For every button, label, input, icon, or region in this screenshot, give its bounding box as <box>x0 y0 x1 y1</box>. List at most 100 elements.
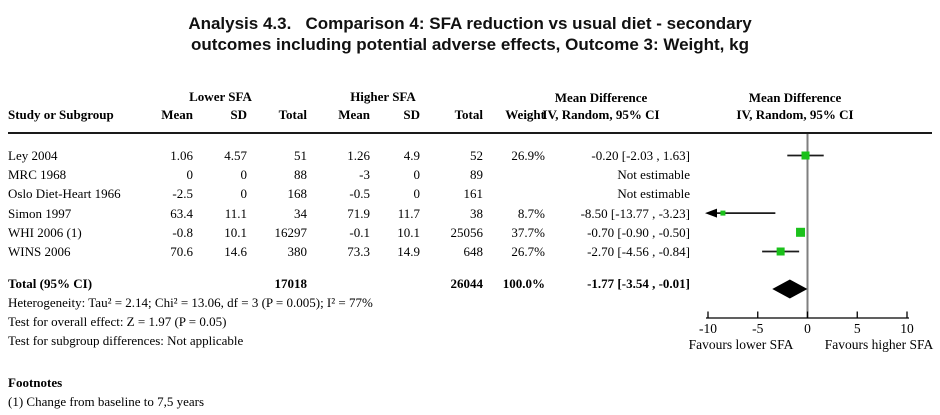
favours-left-label: Favours lower SFA <box>689 337 794 352</box>
col-header-study: Study or Subgroup <box>8 107 114 122</box>
col-header-sd-lower: SD <box>230 107 247 122</box>
cell-ci: -0.20 [-2.03 , 1.63] <box>591 148 690 163</box>
cell-sd-higher: 0 <box>413 167 421 182</box>
cell-total-lower: 88 <box>294 167 307 182</box>
table-row: Simon 1997 63.4 11.1 34 71.9 11.7 38 8.7… <box>8 204 690 223</box>
study-label: WINS 2006 <box>8 244 71 259</box>
cell-sd-higher: 0 <box>413 186 421 201</box>
header-divider <box>8 132 932 134</box>
cell-total-lower: 34 <box>294 206 307 221</box>
cell-weight: 26.9% <box>511 148 545 163</box>
cell-total-lower: 16297 <box>274 225 308 240</box>
md-header-text-column: Mean Difference IV, Random, 95% CI <box>511 89 691 123</box>
table-row: WHI 2006 (1) -0.8 10.1 16297 -0.1 10.1 2… <box>8 223 690 242</box>
md-header-label: Mean Difference <box>554 90 648 105</box>
favours-right-label: Favours higher SFA <box>825 337 934 352</box>
effect-square <box>801 151 810 160</box>
heterogeneity-stat: Heterogeneity: Tau² = 2.14; Chi² = 13.06… <box>8 295 373 310</box>
md-method-label: IV, Random, 95% CI <box>736 107 854 122</box>
cell-sd-higher: 14.9 <box>397 244 420 259</box>
col-header-total-higher: Total <box>454 107 483 122</box>
col-header-total-lower: Total <box>278 107 307 122</box>
cell-ci: -2.70 [-4.56 , -0.84] <box>587 244 690 259</box>
cell-total-higher: 52 <box>470 148 483 163</box>
cell-ci: Not estimable <box>617 167 690 182</box>
cell-total-lower: 168 <box>287 186 308 201</box>
cell-sd-higher: 4.9 <box>403 148 420 163</box>
cell-sd-lower: 4.57 <box>224 148 247 163</box>
cell-sd-higher: 11.7 <box>397 206 420 221</box>
cell-mean-higher: -3 <box>359 167 370 182</box>
cell-total-higher: 38 <box>470 206 483 221</box>
cell-mean-higher: 1.26 <box>347 148 370 163</box>
ci-arrow-left <box>705 208 717 218</box>
total-n-lower: 17018 <box>274 276 308 291</box>
cell-mean-lower: -2.5 <box>172 186 193 201</box>
table-row: WINS 2006 70.6 14.6 380 73.3 14.9 648 26… <box>8 242 690 261</box>
axis-tick-label: 10 <box>900 321 914 336</box>
study-label: Ley 2004 <box>8 148 58 163</box>
analysis-title-line2: outcomes including potential adverse eff… <box>191 35 749 54</box>
overall-effect-stat: Test for overall effect: Z = 1.97 (P = 0… <box>8 314 227 329</box>
cell-mean-higher: -0.5 <box>349 186 370 201</box>
study-label: Oslo Diet-Heart 1966 <box>8 186 121 201</box>
total-n-higher: 26044 <box>450 276 484 291</box>
cell-mean-higher: 73.3 <box>347 244 370 259</box>
cell-sd-lower: 0 <box>240 186 248 201</box>
total-ci: -1.77 [-3.54 , -0.01] <box>587 276 690 291</box>
col-header-sd-higher: SD <box>403 107 420 122</box>
study-label: Simon 1997 <box>8 206 72 221</box>
table-row: MRC 1968 0 0 88 -3 0 89 Not estimable <box>8 165 690 184</box>
column-header-row: Study or Subgroup Mean SD Total Mean SD … <box>8 105 690 124</box>
cell-total-lower: 380 <box>287 244 308 259</box>
axis-tick-label: 0 <box>804 321 811 336</box>
axis-tick-label: -5 <box>752 321 763 336</box>
effect-square <box>796 227 806 237</box>
analysis-title-line1: Analysis 4.3. Comparison 4: SFA reductio… <box>188 14 752 33</box>
group-header-higher-sfa: Higher SFA <box>350 89 416 104</box>
cell-weight: 37.7% <box>511 225 545 240</box>
subgroup-test-stat: Test for subgroup differences: Not appli… <box>8 333 244 348</box>
cell-sd-higher: 10.1 <box>397 225 420 240</box>
cell-mean-lower: 1.06 <box>170 148 193 163</box>
cell-sd-lower: 0 <box>240 167 248 182</box>
study-label: WHI 2006 (1) <box>8 225 82 240</box>
cell-sd-lower: 14.6 <box>224 244 247 259</box>
cell-total-higher: 648 <box>463 244 484 259</box>
cell-total-lower: 51 <box>294 148 307 163</box>
md-method-label: IV, Random, 95% CI <box>542 107 660 122</box>
col-header-mean-higher: Mean <box>338 107 370 122</box>
footnotes-header: Footnotes <box>8 375 63 390</box>
axis-tick-label: -10 <box>699 321 717 336</box>
study-label: MRC 1968 <box>8 167 67 182</box>
total-weight: 100.0% <box>502 276 545 291</box>
cell-ci: -8.50 [-13.77 , -3.23] <box>580 206 690 221</box>
analysis-title: Analysis 4.3. Comparison 4: SFA reductio… <box>0 13 940 55</box>
cell-weight: 8.7% <box>517 206 545 221</box>
cell-mean-lower: 63.4 <box>170 206 193 221</box>
total-label: Total (95% CI) <box>8 276 93 291</box>
cell-mean-lower: 0 <box>186 167 194 182</box>
cell-weight: 26.7% <box>511 244 545 259</box>
cell-ci: -0.70 [-0.90 , -0.50] <box>587 225 690 240</box>
effect-square <box>776 247 785 256</box>
group-header-lower-sfa: Lower SFA <box>189 89 252 104</box>
effect-square <box>720 210 726 216</box>
md-header-plot-column: Mean Difference IV, Random, 95% CI <box>705 89 885 123</box>
total-diamond <box>772 279 808 299</box>
total-row: Total (95% CI) 17018 26044 100.0% -1.77 … <box>8 274 690 293</box>
footnote-item: (1) Change from baseline to 7,5 years <box>8 394 205 409</box>
cell-total-higher: 89 <box>470 167 483 182</box>
cell-sd-lower: 10.1 <box>224 225 247 240</box>
md-header-label: Mean Difference <box>748 90 842 105</box>
col-header-weight: Weight <box>505 107 545 122</box>
cell-total-higher: 161 <box>463 186 484 201</box>
cell-total-higher: 25056 <box>450 225 484 240</box>
cell-mean-lower: -0.8 <box>172 225 193 240</box>
cell-mean-lower: 70.6 <box>170 244 193 259</box>
cell-ci: Not estimable <box>617 186 690 201</box>
axis-tick-label: 5 <box>854 321 861 336</box>
table-row: Ley 2004 1.06 4.57 51 1.26 4.9 52 26.9% … <box>8 146 690 165</box>
